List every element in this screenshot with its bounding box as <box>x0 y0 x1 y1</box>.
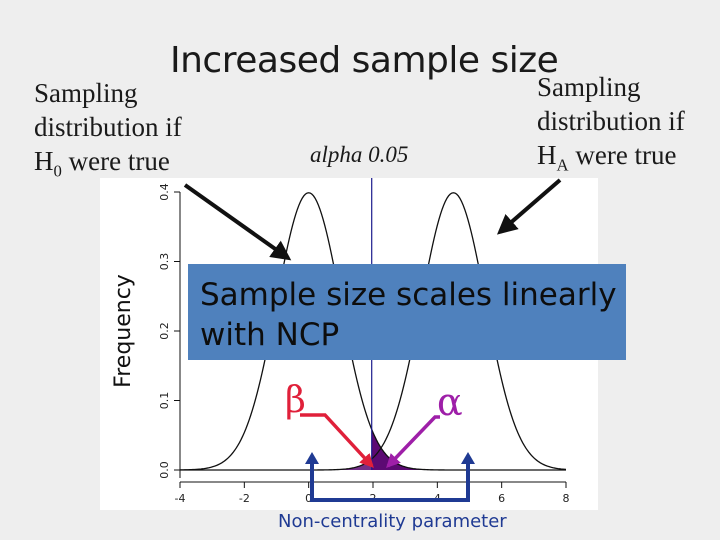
h0-label-line1: Sampling <box>34 78 138 108</box>
y-tick-label: 0.1 <box>158 392 171 410</box>
ncp-bracket-right-arrowhead <box>461 452 475 464</box>
alpha-region <box>371 429 457 470</box>
h0-label-line2: distribution if <box>34 112 182 142</box>
callout-line2: with NCP <box>200 317 340 353</box>
x-tick-label: 8 <box>563 492 570 505</box>
x-tick-label: 0 <box>305 492 312 505</box>
callout-box: Sample size scales linearly with NCP <box>188 264 626 360</box>
x-tick-label: 6 <box>498 492 505 505</box>
ha-label-line3: HA were true <box>537 140 677 175</box>
x-tick-label: -2 <box>239 492 250 505</box>
slide-title: Increased sample size <box>170 40 559 81</box>
y-tick-label: 0.4 <box>158 183 171 201</box>
ha-pointer-arrow <box>496 178 562 235</box>
x-tick-label: -4 <box>175 492 186 505</box>
y-axis-label: Frequency <box>111 274 136 388</box>
h0-curve <box>179 192 566 471</box>
ha-label-line1: Sampling <box>537 72 641 102</box>
h0-label-line3: H0 were true <box>34 146 170 181</box>
y-tick-label: 0.3 <box>158 253 171 271</box>
y-tick-label: 0.0 <box>158 461 171 479</box>
ha-label-line2: distribution if <box>537 106 685 136</box>
alpha-symbol: α <box>437 380 463 424</box>
ncp-bracket-left-arrowhead <box>305 452 319 464</box>
h0-distribution-label: Sampling distribution if H0 were true <box>34 76 182 188</box>
callout-line1: Sample size scales linearly <box>200 277 617 313</box>
ha-distribution-label: Sampling distribution if HA were true <box>537 70 685 182</box>
beta-arrow <box>300 413 374 469</box>
plot-axes: 0.00.10.20.30.4-4 -2 0 2 4 6 8 <box>158 183 570 505</box>
beta-symbol: β <box>285 380 306 421</box>
h0-pointer-arrow <box>183 183 292 261</box>
y-tick-label: 0.2 <box>158 322 171 340</box>
y-axis-label-group: Frequency <box>111 274 136 388</box>
alpha-level-label: alpha 0.05 <box>310 142 409 167</box>
ncp-label: Non-centrality parameter <box>278 511 507 532</box>
ncp-bracket <box>310 462 470 502</box>
alpha-arrow <box>386 415 440 469</box>
